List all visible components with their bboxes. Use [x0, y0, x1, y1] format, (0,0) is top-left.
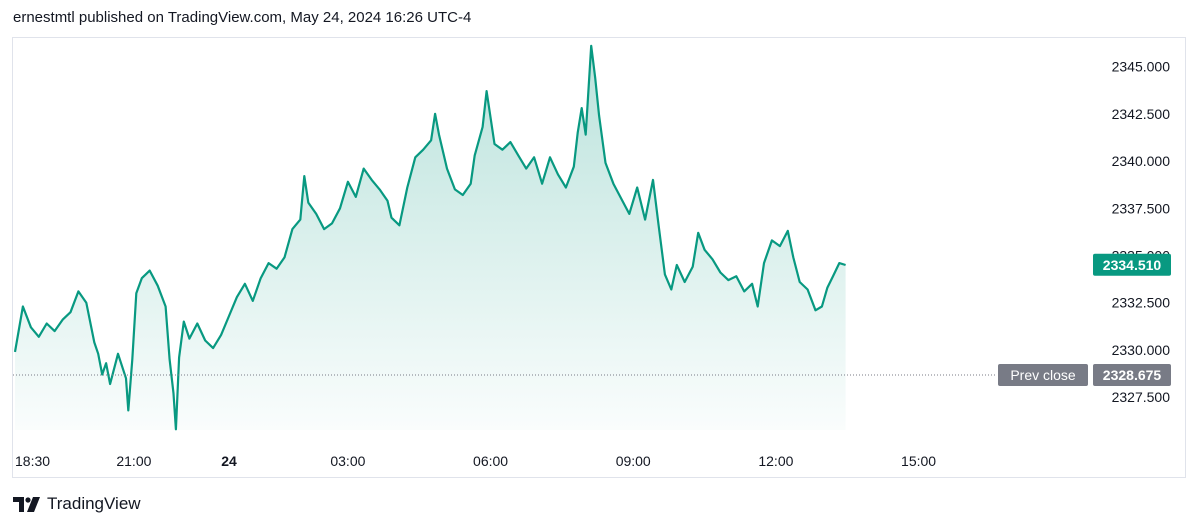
- brand-name: TradingView: [47, 494, 141, 513]
- x-tick-label: 06:00: [473, 453, 508, 469]
- x-tick-label: 18:30: [15, 453, 50, 469]
- prev-close-text: Prev close: [1010, 367, 1076, 383]
- x-tick-label: 03:00: [330, 453, 365, 469]
- y-tick-label: 2345.000: [1112, 59, 1171, 75]
- prev-close-price: 2328.675: [1103, 367, 1162, 383]
- x-tick-label: 15:00: [901, 453, 936, 469]
- brand-footer[interactable]: TradingView: [13, 492, 141, 516]
- tradingview-logo-icon: [13, 496, 40, 512]
- prev-close-price-badge: [1093, 364, 1171, 387]
- y-tick-label: 2330.000: [1112, 342, 1171, 358]
- y-tick-label: 2337.500: [1112, 200, 1171, 216]
- price-area-fill: [15, 45, 846, 431]
- y-tick-label: 2342.500: [1112, 106, 1171, 122]
- y-tick-label: 2332.500: [1112, 295, 1171, 311]
- prev-close-tag: [998, 364, 1088, 387]
- y-tick-label: 2327.500: [1112, 389, 1171, 405]
- last-price-badge: [1093, 253, 1171, 276]
- prev-close-label: Prev close 2328.675: [998, 364, 1171, 387]
- last-price-label: 2334.510: [1093, 253, 1171, 276]
- last-price-value: 2334.510: [1103, 257, 1162, 273]
- x-tick-label: 12:00: [758, 453, 793, 469]
- publish-info: ernestmtl published on TradingView.com, …: [13, 9, 472, 26]
- chart-frame: [12, 37, 1186, 478]
- x-tick-label: 24: [221, 453, 237, 469]
- x-tick-label: 09:00: [616, 453, 651, 469]
- y-tick-label: 2340.000: [1112, 153, 1171, 169]
- x-tick-label: 21:00: [116, 453, 151, 469]
- price-line: [13, 44, 846, 431]
